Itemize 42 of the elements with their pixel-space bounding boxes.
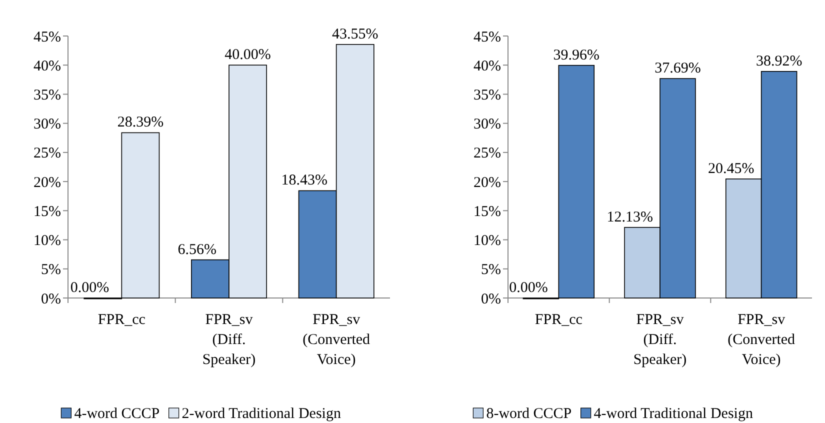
y-tick-label: 25% (34, 146, 61, 162)
data-label: 28.39% (117, 114, 164, 131)
legend-label: 4-word CCCP (74, 406, 160, 422)
data-label: 0.00% (509, 280, 548, 296)
y-tick-label: 35% (474, 87, 501, 104)
y-tick-label: 15% (34, 204, 61, 220)
y-tick-label: 0% (481, 291, 501, 308)
y-tick-label: 45% (34, 29, 61, 46)
y-tick-label: 20% (474, 174, 501, 191)
data-label: 6.56% (178, 242, 216, 258)
y-tick-label: 25% (474, 146, 501, 162)
data-label: 37.69% (654, 60, 701, 77)
data-label: 20.45% (708, 160, 754, 177)
y-tick-label: 20% (34, 174, 61, 191)
data-label: 12.13% (606, 209, 653, 226)
x-tick-label: FPR_sv (Diff. Speaker) (633, 312, 687, 368)
x-tick-label: FPR_cc (534, 312, 583, 328)
y-tick-label: 10% (474, 233, 501, 250)
data-label: 39.96% (553, 47, 600, 64)
y-tick-label: 5% (41, 262, 61, 278)
data-label: 40.00% (224, 47, 271, 64)
data-label: 0.00% (70, 280, 110, 296)
legend-label: 4-word Traditional Design (594, 406, 754, 422)
y-tick-label: 30% (474, 116, 501, 133)
x-tick-label: FPR_sv (Converted Voice) (728, 312, 796, 368)
legend-label: 2-word Traditional Design (182, 406, 342, 422)
y-tick-label: 30% (34, 116, 61, 133)
y-tick-label: 35% (34, 87, 61, 104)
y-tick-label: 15% (474, 204, 501, 220)
data-label: 38.92% (756, 53, 802, 70)
y-tick-label: 0% (41, 291, 61, 308)
data-label: 18.43% (281, 172, 328, 189)
y-tick-label: 40% (474, 58, 501, 74)
legend-label: 8-word CCCP (486, 406, 572, 422)
y-tick-label: 40% (34, 58, 61, 74)
y-tick-label: 10% (34, 233, 61, 250)
x-tick-label: FPR_cc (98, 312, 146, 328)
y-tick-label: 5% (481, 262, 501, 278)
y-tick-label: 45% (474, 29, 501, 46)
x-tick-label: FPR_sv (Diff. Speaker) (202, 312, 256, 368)
data-label: 43.55% (332, 26, 378, 42)
x-tick-label: FPR_sv (Converted Voice) (302, 312, 371, 368)
